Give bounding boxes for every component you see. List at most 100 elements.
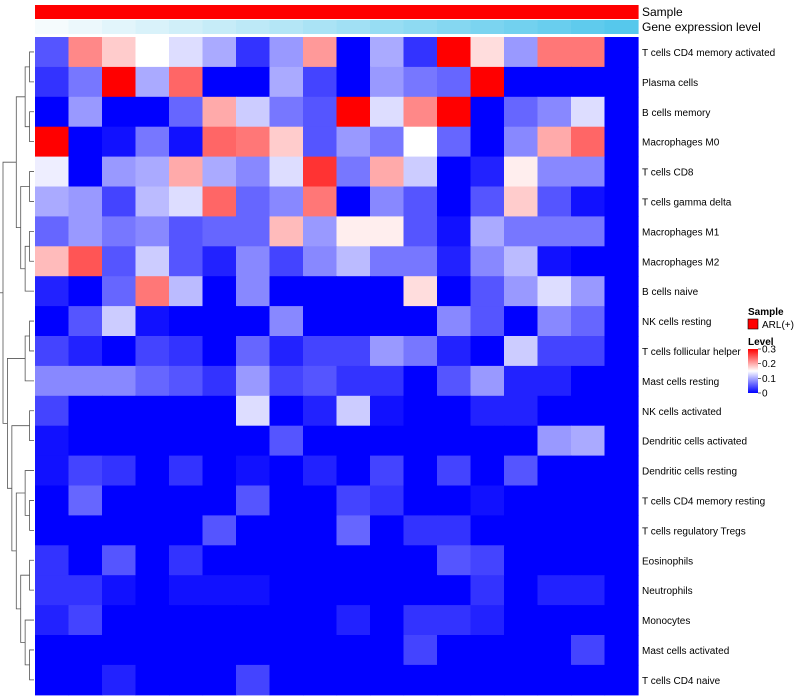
heatmap-cell	[437, 635, 472, 666]
heatmap-cell	[68, 664, 103, 696]
heatmap-cell	[303, 515, 338, 546]
heatmap-cell	[169, 395, 204, 427]
heatmap-cell	[35, 635, 70, 666]
heatmap-cell	[169, 186, 204, 217]
heatmap-cell	[236, 37, 271, 68]
heatmap-cell	[303, 37, 338, 68]
heatmap-cell	[68, 126, 103, 158]
heatmap-cell	[102, 66, 137, 98]
dendrogram-branch	[29, 500, 34, 531]
heatmap-cell	[336, 425, 371, 457]
heatmap-cell	[537, 365, 572, 397]
heatmap-cell	[169, 605, 204, 636]
heatmap-cell	[336, 186, 371, 217]
heatmap-cell	[403, 186, 438, 217]
heatmap-cell	[604, 664, 639, 696]
heatmap-cell	[68, 455, 103, 487]
heatmap-cell	[35, 664, 70, 696]
heatmap-cell	[336, 96, 371, 128]
heatmap-cell	[336, 66, 371, 98]
heatmap-cell	[370, 126, 405, 158]
heatmap-cell	[102, 485, 137, 516]
heatmap-cell	[504, 336, 539, 367]
heatmap-cell	[604, 186, 639, 217]
heatmap-cell	[437, 66, 472, 98]
heatmap-cell	[604, 66, 639, 98]
heatmap-cell	[68, 485, 103, 516]
row-label: T cells regulatory Tregs	[642, 526, 746, 537]
heatmap-cell	[470, 66, 505, 98]
row-label: T cells CD4 naive	[642, 676, 721, 687]
row-dendrogram	[0, 51, 34, 681]
heatmap-cell	[403, 635, 438, 666]
legend-level-title: Level	[748, 337, 774, 348]
heatmap-cell	[169, 635, 204, 666]
heatmap-cell	[336, 485, 371, 516]
heatmap-cell	[403, 515, 438, 546]
annotation-label: Gene expression level	[642, 20, 761, 34]
heatmap-cell	[303, 306, 338, 337]
heatmap-cell	[102, 96, 137, 128]
heatmap-cell	[403, 575, 438, 606]
heatmap-cell	[135, 156, 170, 188]
heatmap-cell	[537, 605, 572, 636]
heatmap-cell	[504, 306, 539, 337]
heatmap-cell	[604, 635, 639, 666]
heatmap-cell	[604, 37, 639, 68]
dendrogram-branch	[24, 66, 30, 128]
heatmap-cell	[537, 395, 572, 427]
heatmap-cell	[269, 156, 304, 188]
annotation-cell	[135, 5, 170, 19]
heatmap-cell	[68, 515, 103, 546]
heatmap-cell	[403, 365, 438, 397]
heatmap-cell	[470, 425, 505, 457]
heatmap-cell	[336, 246, 371, 277]
heatmap-cell	[102, 246, 137, 277]
heatmap-cell	[68, 605, 103, 636]
legend: Sample ARL(+) Level 0.3 0.2 0.1 0	[747, 307, 794, 400]
heatmap-cell	[336, 336, 371, 367]
heatmap-cell	[604, 306, 639, 337]
row-label: Plasma cells	[642, 78, 698, 89]
heatmap-cell	[202, 37, 237, 68]
heatmap-cell	[236, 485, 271, 516]
heatmap-cell	[35, 515, 70, 546]
annotation-label: Sample	[642, 5, 683, 19]
heatmap-cell	[236, 545, 271, 576]
heatmap-cell	[470, 605, 505, 636]
heatmap-cell	[370, 664, 405, 696]
annotation-cell	[269, 5, 304, 19]
heatmap-cell	[604, 395, 639, 427]
heatmap-cell	[470, 156, 505, 188]
heatmap-cell	[303, 575, 338, 606]
heatmap-cell	[504, 276, 539, 307]
heatmap-cell	[269, 66, 304, 98]
heatmap-cell	[269, 545, 304, 576]
heatmap-cell	[35, 575, 70, 606]
annotation-cell	[537, 5, 572, 19]
heatmap-cell	[604, 605, 639, 636]
heatmap-cell	[303, 276, 338, 307]
heatmap-cell	[303, 126, 338, 158]
heatmap-cell	[236, 276, 271, 307]
heatmap-cell	[537, 276, 572, 307]
annotation-cell	[336, 5, 371, 19]
heatmap-cell	[202, 425, 237, 457]
annotation-cell	[336, 20, 371, 34]
heatmap-cell	[604, 156, 639, 188]
heatmap-cell	[437, 96, 472, 128]
heatmap-cell	[470, 306, 505, 337]
heatmap-cell	[303, 96, 338, 128]
row-label: T cells follicular helper	[642, 347, 741, 358]
heatmap-cell	[236, 156, 271, 188]
heatmap-cell	[537, 425, 572, 457]
heatmap-cell	[102, 515, 137, 546]
heatmap-cell	[135, 545, 170, 576]
heatmap-cell	[437, 246, 472, 277]
heatmap-cell	[470, 664, 505, 696]
heatmap-cell	[169, 515, 204, 546]
dendrogram-branch	[29, 649, 34, 681]
heatmap-cell	[236, 605, 271, 636]
heatmap-cell	[202, 515, 237, 546]
heatmap-cell	[236, 66, 271, 98]
